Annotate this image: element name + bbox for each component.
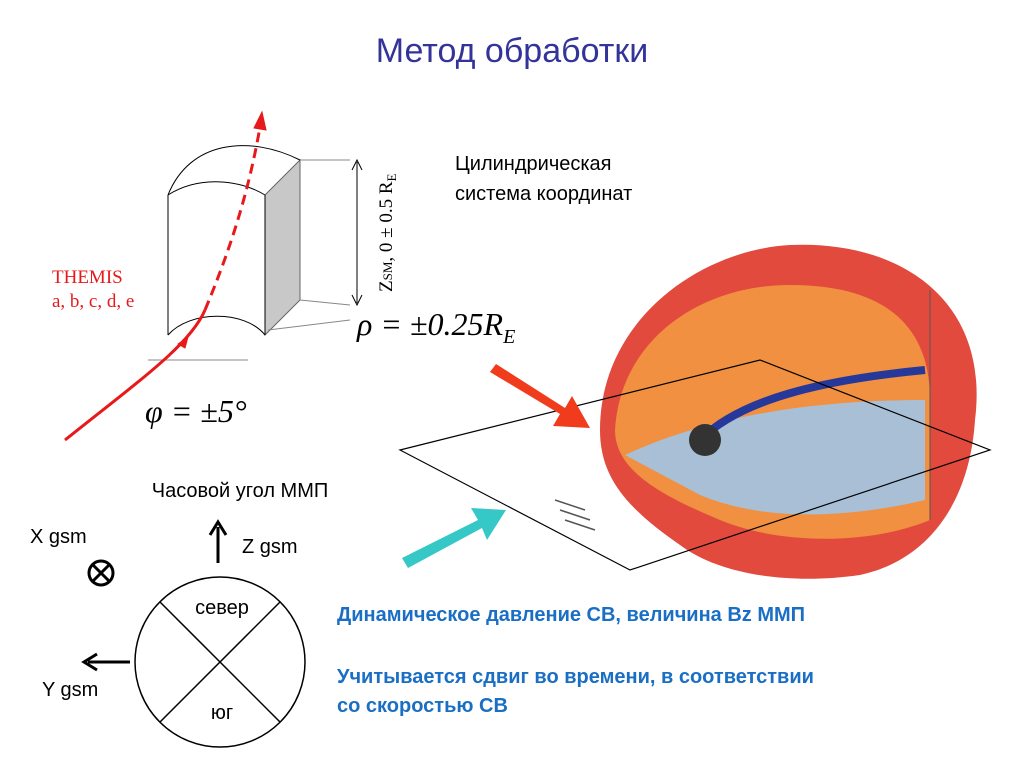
z-unit: E [384, 173, 399, 181]
axis-arrows [81, 519, 228, 672]
z-label: ZSM, 0 ± 0.5 RE [376, 173, 399, 292]
note-line: система координат [455, 183, 632, 205]
north-label: север [195, 597, 249, 619]
cylinder-diagram [64, 110, 363, 442]
note-shift: Учитывается сдвиг во времени, в соответс… [337, 666, 814, 688]
rho-text: ρ = ±0.25R [356, 306, 504, 342]
note-line: Цилиндрическая [455, 153, 612, 175]
rho: ρ = ±0.25RE [356, 306, 515, 348]
rho-subscript: E [502, 326, 515, 348]
arrow [402, 508, 506, 568]
z-axis-label: Z gsm [242, 536, 298, 558]
imf-title: Часовой угол ММП [152, 480, 329, 502]
y-axis-label: Y gsm [42, 679, 98, 701]
z-range: , 0 ± 0.5 R [376, 181, 397, 261]
spacecraft: THEMIS [52, 267, 123, 288]
south-label: юг [211, 702, 233, 724]
phi: φ = ±5° [145, 393, 247, 429]
magnetosphere-illustration [398, 244, 992, 579]
x-axis-label: X gsm [30, 526, 87, 548]
z-symbol: Z [376, 280, 397, 292]
slide-title: Метод обработки [376, 32, 648, 70]
clock-circle [134, 576, 306, 748]
z-subscript: SM [380, 261, 395, 280]
x-axis-symbol [87, 559, 115, 587]
probes: a, b, c, d, e [52, 291, 134, 312]
note-shift: со скоростью СВ [337, 695, 508, 717]
note-pressure: Динамическое давление СВ, величина Bz ММ… [337, 604, 805, 626]
arrow [490, 364, 590, 428]
